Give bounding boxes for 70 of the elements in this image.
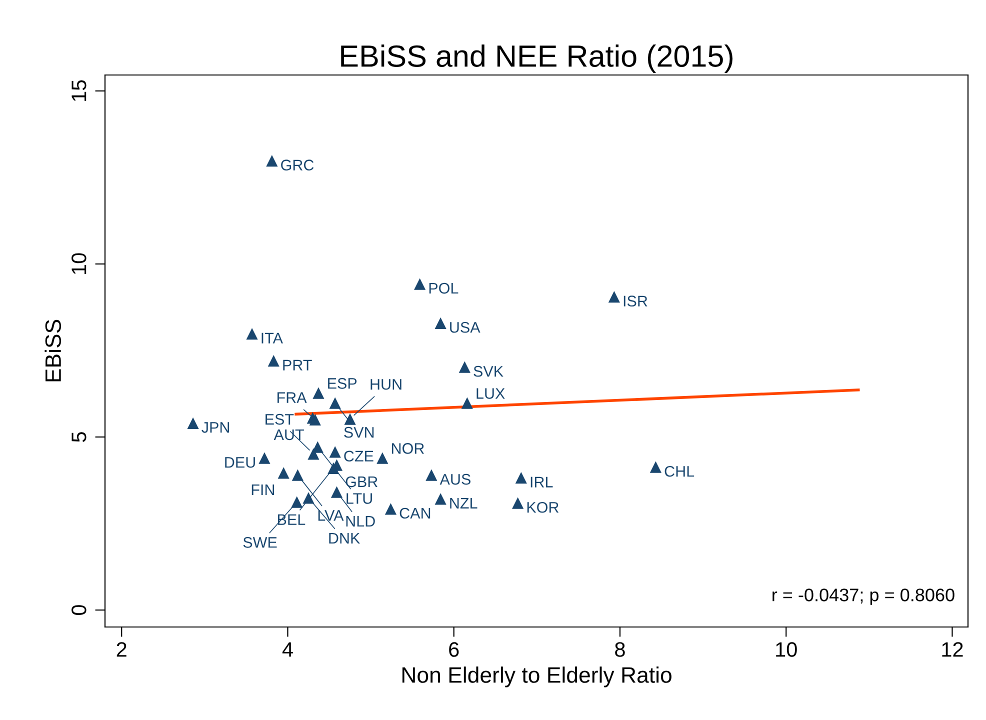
- point: [329, 446, 341, 458]
- annotation: NOR: [392, 443, 424, 454]
- point: [268, 355, 280, 367]
- point: [426, 469, 438, 481]
- annotation: ISR: [624, 296, 648, 306]
- annotation: NZL: [450, 498, 478, 508]
- annotation: FIN: [252, 484, 274, 495]
- point: [384, 503, 397, 515]
- x-tick-label: 4: [282, 642, 293, 657]
- annotation: HUN: [370, 379, 402, 390]
- x-tick-label: 8: [615, 642, 625, 657]
- annotation: EST: [266, 414, 294, 425]
- point: [515, 472, 527, 484]
- point: [461, 397, 473, 409]
- point: [650, 461, 662, 473]
- annotation: AUS: [440, 474, 470, 485]
- annotation: LUX: [476, 388, 505, 399]
- point: [434, 317, 446, 329]
- annotation: GBR: [346, 476, 378, 488]
- x-tick-label: 12: [942, 642, 963, 657]
- annotation: FRA: [278, 392, 307, 403]
- point: [458, 361, 470, 373]
- annotation: PRT: [283, 360, 312, 370]
- point: [512, 497, 524, 509]
- annotation: USA: [450, 322, 480, 333]
- annotation: SWE: [243, 537, 277, 548]
- annotation: ESP: [328, 378, 357, 389]
- y-tick-label: 15: [72, 80, 86, 101]
- point: [330, 486, 343, 498]
- annotation: POL: [429, 282, 458, 294]
- annotation: DEU: [225, 457, 255, 468]
- annotation: ITA: [262, 332, 283, 344]
- point: [414, 278, 426, 290]
- annotation: CZE: [344, 450, 374, 462]
- point: [344, 413, 356, 425]
- annotation: DNK: [329, 533, 360, 544]
- x-tick-label: 2: [116, 642, 126, 657]
- point: [376, 452, 388, 464]
- annotation: LTU: [346, 493, 372, 504]
- annotation: GRC: [281, 160, 314, 170]
- point: [187, 417, 199, 429]
- point: [278, 467, 290, 479]
- annotation: CAN: [400, 508, 430, 519]
- x-axis-title: Non Elderly to Elderly Ratio: [402, 666, 672, 688]
- annotation: IRL: [530, 476, 553, 488]
- annotation: SVK: [474, 366, 504, 377]
- y-tick-label: 5: [72, 432, 86, 442]
- point: [434, 493, 446, 505]
- point: [291, 496, 303, 508]
- annotation: SVN: [344, 426, 374, 438]
- annotation: JPN: [202, 422, 229, 433]
- point: [608, 291, 620, 303]
- x-tick-label: 10: [776, 642, 797, 657]
- y-tick-label: 10: [72, 253, 86, 274]
- point: [308, 448, 320, 460]
- point: [329, 397, 341, 409]
- annotation: NLD: [346, 516, 375, 527]
- annotation: r = -0.0437; p = 0.8060: [772, 588, 954, 605]
- x-tick-label: 6: [449, 642, 459, 657]
- y-axis-title: EBiSS: [44, 320, 62, 382]
- point: [292, 469, 304, 481]
- chart-title: EBiSS and NEE Ratio (2015): [341, 44, 732, 73]
- point: [258, 452, 270, 464]
- annotation: CHL: [664, 466, 694, 477]
- annotation: KOR: [527, 502, 559, 513]
- y-tick-label: 0: [72, 605, 86, 616]
- point: [246, 328, 258, 340]
- point: [312, 387, 324, 399]
- point: [266, 155, 278, 167]
- point: [309, 414, 321, 426]
